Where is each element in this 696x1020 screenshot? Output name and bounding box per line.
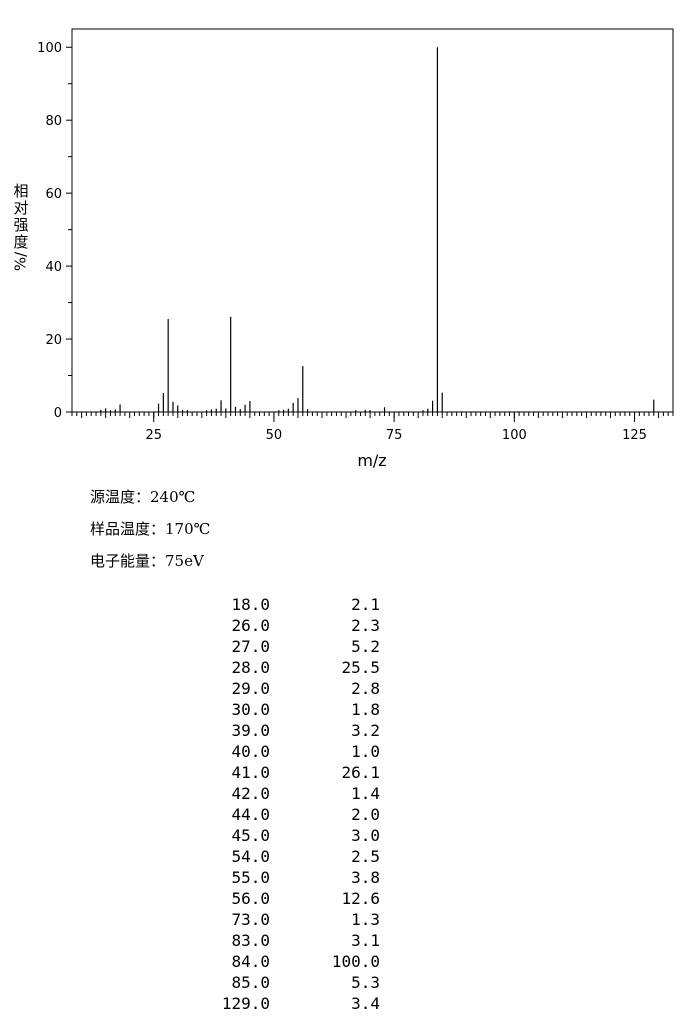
intensity-cell: 1.0 <box>351 742 380 761</box>
y-tick-label: 20 <box>45 333 62 348</box>
mz-cell: 41.0 <box>231 763 270 782</box>
intensity-cell: 3.8 <box>351 868 380 887</box>
table-row: 84.0 100.0 <box>160 951 380 972</box>
y-axis-label-unit: %/ <box>11 251 30 272</box>
intensity-cell: 3.2 <box>351 721 380 740</box>
mz-cell: 28.0 <box>231 658 270 677</box>
y-axis-ticks: 0 20 40 60 80 100 <box>37 41 72 421</box>
y-tick-label: 100 <box>37 41 62 56</box>
mz-cell: 55.0 <box>231 868 270 887</box>
mz-cell: 54.0 <box>231 847 270 866</box>
table-row: 26.0 2.3 <box>160 615 380 636</box>
mz-cell: 85.0 <box>231 973 270 992</box>
condition-value: 75eV <box>165 552 204 570</box>
y-tick-label: 0 <box>54 406 62 421</box>
plot-frame <box>71 28 674 413</box>
electron-energy: 电子能量：75eV <box>90 550 204 571</box>
table-row: 29.0 2.8 <box>160 678 380 699</box>
condition-label: 电子能量： <box>90 552 166 570</box>
x-tick-label: 125 <box>622 428 647 443</box>
intensity-cell: 2.5 <box>351 847 380 866</box>
table-row: 40.0 1.0 <box>160 741 380 762</box>
intensity-cell: 2.8 <box>351 679 380 698</box>
y-tick-label: 80 <box>45 114 62 129</box>
intensity-cell: 5.3 <box>351 973 380 992</box>
intensity-cell: 3.0 <box>351 826 380 845</box>
table-row: 55.0 3.8 <box>160 867 380 888</box>
table-row: 129.0 3.4 <box>160 993 380 1014</box>
intensity-cell: 2.3 <box>351 616 380 635</box>
intensity-cell: 2.0 <box>351 805 380 824</box>
intensity-cell: 25.5 <box>341 658 380 677</box>
intensity-cell: 26.1 <box>341 763 380 782</box>
table-row: 44.0 2.0 <box>160 804 380 825</box>
condition-value: 170℃ <box>165 520 211 538</box>
intensity-cell: 1.3 <box>351 910 380 929</box>
table-row: 45.0 3.0 <box>160 825 380 846</box>
intensity-cell: 3.4 <box>351 994 380 1013</box>
mz-cell: 84.0 <box>231 952 270 971</box>
mz-cell: 56.0 <box>231 889 270 908</box>
y-axis-label-char: 相 <box>13 182 29 200</box>
mz-cell: 18.0 <box>231 595 270 614</box>
table-row: 73.0 1.3 <box>160 909 380 930</box>
mz-cell: 129.0 <box>221 994 270 1013</box>
source-temperature: 源温度：240℃ <box>90 486 195 507</box>
table-row: 28.0 25.5 <box>160 657 380 678</box>
table-row: 18.0 2.1 <box>160 594 380 615</box>
condition-label: 样品温度： <box>90 520 166 538</box>
x-tick-label: 100 <box>502 428 527 443</box>
mz-cell: 39.0 <box>231 721 270 740</box>
mz-cell: 30.0 <box>231 700 270 719</box>
y-tick-label: 60 <box>45 187 62 202</box>
mz-cell: 42.0 <box>231 784 270 803</box>
x-tick-label: 75 <box>386 428 403 443</box>
y-axis-label-char: 度 <box>13 233 29 251</box>
mz-cell: 73.0 <box>231 910 270 929</box>
intensity-cell: 1.4 <box>351 784 380 803</box>
mz-cell: 44.0 <box>231 805 270 824</box>
table-row: 30.0 1.8 <box>160 699 380 720</box>
y-axis-label: 相 对 强 度 %/ <box>11 182 31 272</box>
mz-cell: 27.0 <box>231 637 270 656</box>
table-row: 85.0 5.3 <box>160 972 380 993</box>
condition-label: 源温度： <box>90 488 151 506</box>
table-row: 39.0 3.2 <box>160 720 380 741</box>
mass-spectrum-chart: 0 20 40 60 80 100 25 50 75 100 125 m/z <box>37 28 674 470</box>
intensity-cell: 3.1 <box>351 931 380 950</box>
x-minor-ticks <box>71 412 674 418</box>
mz-cell: 45.0 <box>231 826 270 845</box>
x-axis-ticks: 25 50 75 100 125 <box>145 412 647 443</box>
mz-cell: 29.0 <box>231 679 270 698</box>
condition-value: 240℃ <box>150 488 196 506</box>
peak-bars <box>100 47 655 412</box>
intensity-cell: 2.1 <box>351 595 380 614</box>
table-row: 42.0 1.4 <box>160 783 380 804</box>
intensity-cell: 12.6 <box>341 889 380 908</box>
table-row: 27.0 5.2 <box>160 636 380 657</box>
y-axis-label-char: 对 <box>13 199 29 217</box>
table-row: 83.0 3.1 <box>160 930 380 951</box>
peak-table: 18.0 2.1 26.0 2.3 27.0 5.2 28.0 25.5 29.0 2.8 30.0… <box>160 594 380 1014</box>
table-row: 54.0 2.5 <box>160 846 380 867</box>
mz-cell: 26.0 <box>231 616 270 635</box>
intensity-cell: 5.2 <box>351 637 380 656</box>
table-row: 56.0 12.6 <box>160 888 380 909</box>
x-axis-label: m/z <box>357 451 386 470</box>
x-tick-label: 25 <box>145 428 162 443</box>
sample-temperature: 样品温度：170℃ <box>90 518 210 539</box>
intensity-cell: 1.8 <box>351 700 380 719</box>
intensity-cell: 100.0 <box>331 952 380 971</box>
y-tick-label: 40 <box>45 260 62 275</box>
x-tick-label: 50 <box>266 428 283 443</box>
mz-cell: 83.0 <box>231 931 270 950</box>
y-axis-label-char: 强 <box>13 216 29 234</box>
table-row: 41.0 26.1 <box>160 762 380 783</box>
mz-cell: 40.0 <box>231 742 270 761</box>
